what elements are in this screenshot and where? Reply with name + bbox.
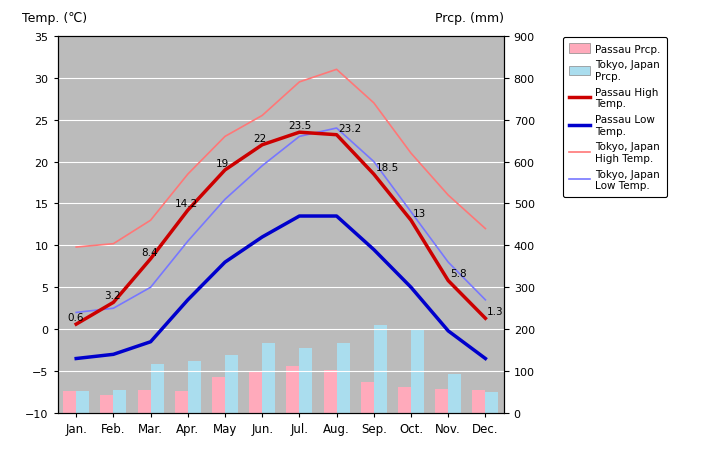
Text: 3.2: 3.2 bbox=[104, 291, 121, 301]
Legend: Passau Prcp., Tokyo, Japan
Prcp., Passau High
Temp., Passau Low
Temp., Tokyo, Ja: Passau Prcp., Tokyo, Japan Prcp., Passau… bbox=[563, 38, 667, 197]
Text: 14.2: 14.2 bbox=[175, 199, 198, 208]
Text: Prcp. (mm): Prcp. (mm) bbox=[435, 12, 504, 25]
Bar bbox=[287, 366, 300, 413]
Text: 13: 13 bbox=[413, 208, 426, 218]
Text: 22: 22 bbox=[253, 133, 266, 143]
Bar bbox=[435, 389, 448, 413]
Bar bbox=[113, 390, 127, 413]
Bar bbox=[485, 392, 498, 413]
Text: 18.5: 18.5 bbox=[376, 162, 399, 173]
Text: 23.5: 23.5 bbox=[288, 121, 312, 131]
Bar bbox=[212, 377, 225, 413]
Text: 23.2: 23.2 bbox=[338, 123, 361, 133]
Bar bbox=[323, 370, 336, 413]
Bar bbox=[374, 325, 387, 413]
Bar bbox=[175, 391, 188, 413]
Bar bbox=[225, 355, 238, 413]
Bar bbox=[262, 343, 275, 413]
Bar bbox=[336, 343, 350, 413]
Bar bbox=[249, 372, 262, 413]
Bar bbox=[150, 364, 163, 413]
Text: 5.8: 5.8 bbox=[450, 269, 467, 279]
Bar bbox=[472, 390, 485, 413]
Bar bbox=[188, 361, 201, 413]
Bar bbox=[138, 390, 150, 413]
Text: 1.3: 1.3 bbox=[487, 307, 504, 316]
Bar bbox=[411, 331, 424, 413]
Bar bbox=[76, 392, 89, 413]
Bar bbox=[63, 392, 76, 413]
Bar bbox=[448, 374, 462, 413]
Text: 19: 19 bbox=[216, 158, 229, 168]
Bar bbox=[100, 395, 113, 413]
Bar bbox=[398, 387, 411, 413]
Text: 8.4: 8.4 bbox=[141, 247, 158, 257]
Bar bbox=[361, 382, 374, 413]
Text: Temp. (℃): Temp. (℃) bbox=[22, 12, 87, 25]
Bar bbox=[300, 349, 312, 413]
Text: 0.6: 0.6 bbox=[67, 312, 84, 322]
